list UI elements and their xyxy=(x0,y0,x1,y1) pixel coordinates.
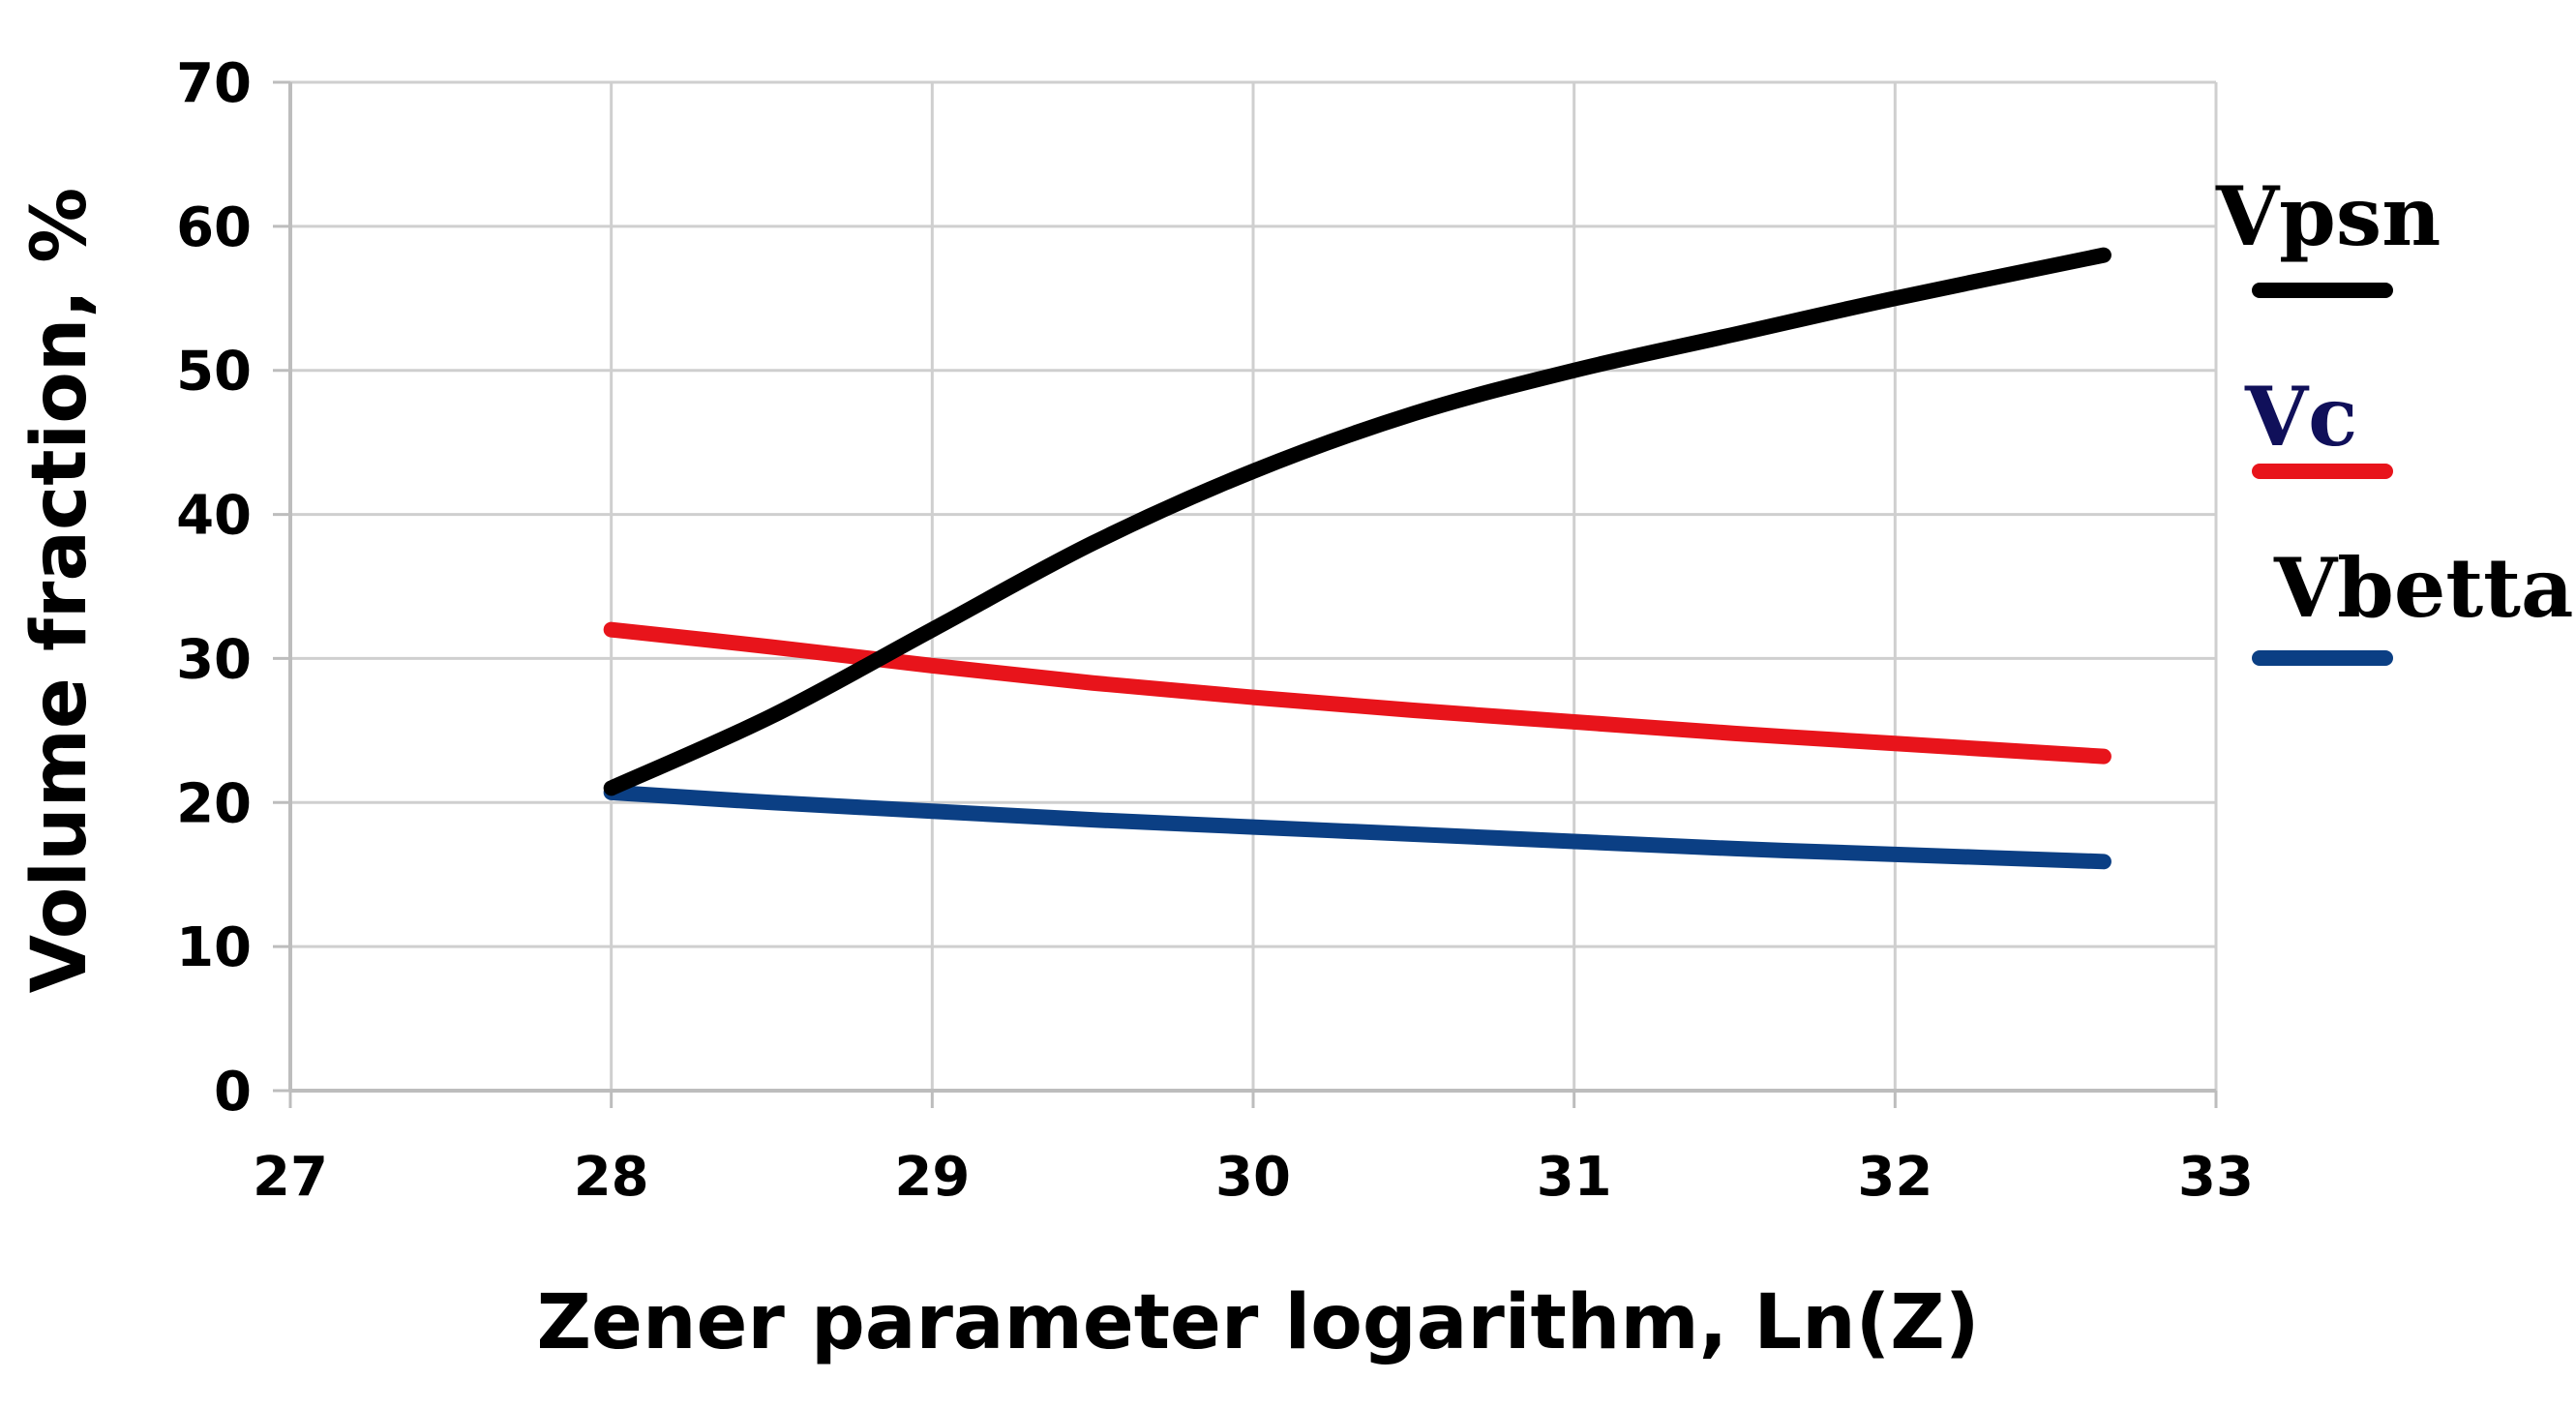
x-tick-label: 29 xyxy=(894,1146,970,1209)
x-tick-label: 28 xyxy=(574,1146,649,1209)
legend-item-vc: Vc xyxy=(2244,369,2393,479)
gridlines xyxy=(288,80,2218,1093)
y-tick-label: 60 xyxy=(176,196,252,259)
x-tick-label: 31 xyxy=(1537,1146,1612,1209)
x-tick-label: 27 xyxy=(253,1146,328,1209)
x-tick-label: 30 xyxy=(1215,1146,1291,1209)
series-line-vbetta xyxy=(603,784,2112,870)
legend: Vpsn Vc Vbetta xyxy=(2215,168,2573,666)
x-axis-title: Zener parameter logarithm, Ln(Z) xyxy=(536,1279,1979,1366)
legend-item-vbetta: Vbetta xyxy=(2252,540,2573,666)
legend-label: Vc xyxy=(2244,369,2357,465)
legend-label: Vbetta xyxy=(2273,540,2573,636)
y-tick-label: 30 xyxy=(176,628,252,691)
x-tick-label: 32 xyxy=(1857,1146,1932,1209)
y-tick-label: 50 xyxy=(176,341,252,404)
series-line-vpsn xyxy=(603,247,2112,796)
tick-labels: 0 10 20 30 40 50 60 70 27 28 29 30 31 32 33 xyxy=(176,52,2254,1209)
y-axis-title: Volume fraction, % xyxy=(16,188,104,994)
y-tick-label: 10 xyxy=(176,916,252,979)
y-tick-label: 20 xyxy=(176,772,252,835)
legend-label: Vpsn xyxy=(2215,168,2441,264)
series-line-vc xyxy=(603,621,2112,765)
y-tick-label: 40 xyxy=(176,485,252,548)
series-lines xyxy=(603,247,2112,870)
y-tick-label: 0 xyxy=(214,1061,252,1124)
axes xyxy=(273,80,2218,1108)
legend-item-vpsn: Vpsn xyxy=(2215,168,2441,298)
y-tick-label: 70 xyxy=(176,52,252,115)
x-tick-label: 33 xyxy=(2178,1146,2254,1209)
